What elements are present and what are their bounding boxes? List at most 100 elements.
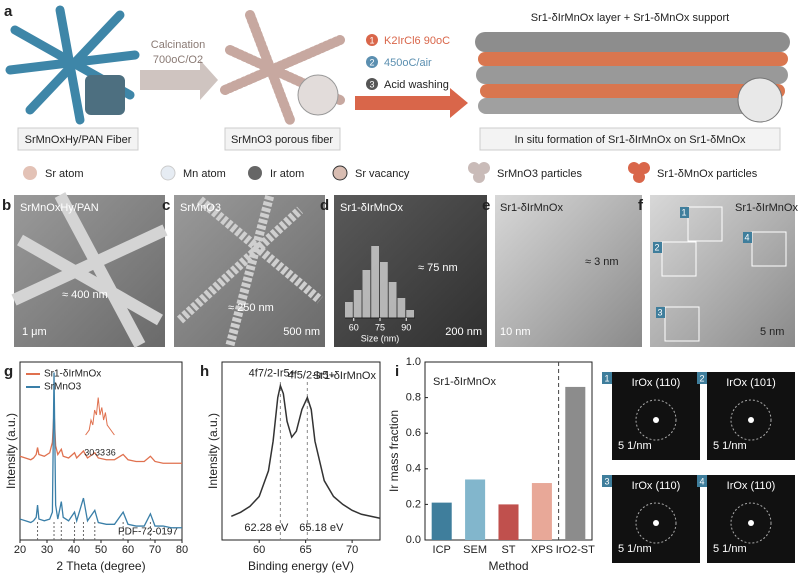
step-label: Calcination — [151, 39, 205, 51]
step-number: 3 — [369, 79, 374, 89]
x-tick-label: 60 — [122, 544, 134, 556]
line-series — [19, 410, 182, 464]
region-badge — [743, 232, 752, 243]
sample-label: SrMnO3 — [180, 202, 221, 214]
x-axis-label: Binding energy (eV) — [248, 559, 354, 573]
panel-letter: d — [320, 197, 329, 214]
y-axis-label: Ir mass fraction — [387, 410, 401, 492]
histogram-bar — [353, 290, 362, 318]
scale-label: 500 nm — [283, 326, 320, 338]
peak-value: 65.18 eV — [299, 522, 344, 534]
fft-scale: 5 1/nm — [618, 440, 652, 452]
y-axis-label: Intensity (a.u.) — [4, 413, 18, 489]
y-tick-label: 0.0 — [406, 534, 421, 546]
histogram-bar — [362, 270, 371, 318]
region-number: 2 — [654, 242, 659, 252]
caption-box — [224, 127, 341, 151]
x-tick-label: 60 — [349, 322, 359, 332]
size-label: ≈ 75 nm — [418, 262, 458, 274]
fft-plane: IrOx (110) — [632, 377, 681, 389]
histogram-bar — [345, 302, 353, 318]
fft-badge — [602, 372, 612, 384]
caption-box — [17, 127, 139, 151]
annotation: Sr1-δIrMnOx — [433, 376, 496, 388]
size-label: ≈ 400 nm — [62, 289, 108, 301]
step-number: 2 — [369, 57, 374, 67]
region-badge — [653, 242, 662, 253]
line-series — [19, 372, 182, 529]
product-drawing — [475, 32, 790, 123]
x-tick-label: 50 — [95, 544, 107, 556]
x-axis-label: 2 Theta (degree) — [56, 559, 145, 573]
legend-symbol — [160, 165, 176, 181]
caption: SrMnOxHy/PAN Fiber — [25, 134, 132, 146]
fft-spots — [653, 417, 754, 526]
scale-label: 10 nm — [500, 326, 531, 338]
histogram-bar — [388, 282, 397, 318]
x-axis-label: Method — [488, 559, 528, 573]
fft-badge — [602, 475, 612, 487]
legend-label: Sr1-δIrMnOx — [44, 369, 101, 380]
panel-a: a SrMnOxHy/PAN Fiber Calcination 700oC/O… — [4, 3, 790, 183]
fft-plane: IrOx (110) — [727, 480, 776, 492]
sample-label: SrMnOxHy/PAN — [20, 202, 99, 214]
y-tick-label: 0.6 — [406, 427, 421, 439]
region-number: 1 — [681, 207, 686, 217]
bar — [498, 504, 519, 540]
legend-label: SrMnO3 particles — [497, 168, 582, 180]
particle-icon — [297, 74, 339, 116]
y-tick-label: 0.2 — [406, 498, 421, 510]
fft-number: 4 — [699, 476, 704, 486]
fft-image — [612, 475, 700, 563]
x-tick-label: 70 — [149, 544, 161, 556]
x-axis-label: Size (nm) — [361, 333, 400, 343]
sample-label: Sr1-δIrMnOx — [500, 202, 563, 214]
step-condition: 700oC/O2 — [153, 54, 203, 66]
x-tick-label: 20 — [14, 544, 26, 556]
fft-badge — [697, 475, 707, 487]
x-tick-label: 80 — [176, 544, 188, 556]
fft-plane: IrOx (101) — [726, 377, 776, 389]
size-label: ≈ 250 nm — [228, 302, 274, 314]
fft-number: 2 — [699, 373, 704, 383]
legend-label: Sr1-δMnOx particles — [657, 168, 758, 180]
x-tick-label: ST — [501, 544, 515, 556]
caption: In situ formation of Sr1-δIrMnOx on Sr1-… — [514, 134, 746, 146]
step-badge — [366, 78, 378, 90]
step-badge — [366, 34, 378, 46]
panel-letter: f — [638, 197, 644, 214]
histogram-bar — [380, 262, 388, 318]
peak-name: 4f7/2-Ir5+ — [249, 368, 296, 380]
legend-symbol — [23, 166, 37, 180]
legend-label: Ir atom — [270, 168, 304, 180]
histogram-bar — [371, 246, 379, 318]
x-tick-label: 65 — [300, 544, 312, 556]
step-text: K2IrCl6 90oC — [384, 35, 450, 47]
region-number: 4 — [744, 232, 749, 242]
fft-number: 1 — [604, 373, 609, 383]
bar — [431, 502, 452, 540]
histogram-bar — [406, 310, 414, 318]
x-tick-label: 40 — [68, 544, 80, 556]
fft-scale: 5 1/nm — [713, 543, 747, 555]
legend-symbol — [248, 166, 262, 180]
inset-tick-label: 30 — [84, 447, 94, 457]
sem-image — [174, 195, 325, 347]
fft-panels: 1 IrOx (110) 5 1/nm 2 IrOx (101) 5 1/nm … — [602, 372, 795, 563]
sample-label: Sr1-δIrMnOx — [340, 202, 403, 214]
step-number: 1 — [369, 35, 374, 45]
region-badge — [656, 307, 665, 318]
x-tick-label: 75 — [375, 322, 385, 332]
scale-label: 200 nm — [445, 326, 482, 338]
inset-tick-label: 36 — [106, 447, 116, 457]
fft-scale: 5 1/nm — [713, 440, 747, 452]
bar — [565, 386, 586, 540]
y-axis-label: Intensity (a.u.) — [206, 413, 220, 489]
y-tick-label: 1.0 — [406, 356, 421, 368]
panel-letter: b — [2, 197, 11, 214]
legend-symbol — [628, 162, 650, 183]
panel-letter: h — [200, 363, 209, 380]
fiber-texture — [11, 192, 168, 348]
caption-box — [479, 127, 781, 151]
